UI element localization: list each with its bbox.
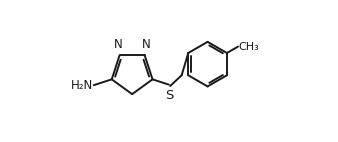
Text: N: N xyxy=(114,38,123,51)
Text: CH₃: CH₃ xyxy=(239,42,259,52)
Text: N: N xyxy=(142,38,150,51)
Text: H₂N: H₂N xyxy=(71,79,93,92)
Text: S: S xyxy=(165,89,173,102)
